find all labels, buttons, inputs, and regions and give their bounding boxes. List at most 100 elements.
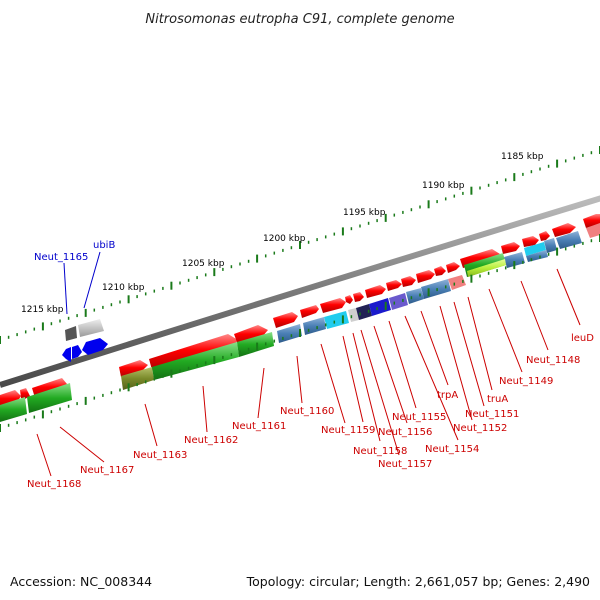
gene-labels: Neut_1165 ubiB leuD Neut_1148 Neut_1149 … (27, 240, 594, 490)
feature-leuD-a[interactable] (552, 223, 576, 237)
leader-neut-1149 (488, 288, 523, 373)
reverse-strand-features (62, 338, 108, 362)
scale-label-1190: 1190 kbp (422, 181, 465, 191)
gene-label-neut-1159[interactable]: Neut_1159 (321, 425, 375, 436)
feature-pink-1[interactable] (448, 275, 466, 290)
leader-neut-1155 (388, 320, 417, 409)
feature-neut-1163-a[interactable] (119, 360, 148, 377)
gene-label-neut-1167[interactable]: Neut_1167 (80, 465, 134, 476)
leader-neut-1148 (520, 280, 549, 351)
feature-neut-1155[interactable] (386, 280, 402, 291)
gene-label-neut-1157[interactable]: Neut_1157 (378, 459, 432, 470)
leader-neut-1157 (360, 329, 400, 456)
leader-neut-1151 (453, 301, 485, 407)
feature-neut-1154[interactable] (401, 276, 416, 287)
gene-label-neut-1155[interactable]: Neut_1155 (392, 412, 446, 423)
leader-neut-1160 (296, 355, 303, 404)
gene-label-neut-1158[interactable]: Neut_1158 (353, 446, 407, 457)
feature-neut-1165-c[interactable] (82, 338, 108, 355)
green-seg-2 (27, 383, 72, 413)
feature-neut-1160[interactable] (300, 305, 319, 318)
feature-neut-1161[interactable] (273, 312, 298, 328)
feature-leuD[interactable] (583, 214, 600, 228)
feature-blue-4[interactable] (406, 288, 424, 304)
gene-label-neut-1160[interactable]: Neut_1160 (280, 406, 334, 417)
gene-label-neut-1168[interactable]: Neut_1168 (27, 479, 81, 490)
feature-cyan-2[interactable] (524, 242, 546, 256)
feature-purple-1[interactable] (389, 293, 408, 310)
green-seg-3 (152, 342, 239, 380)
leader-neut-1165 (63, 262, 68, 315)
feature-neut-1163[interactable] (149, 334, 238, 370)
feature-neut-1159[interactable] (320, 298, 346, 313)
leader-neut-1156 (373, 325, 408, 424)
leader-neut-1167 (59, 426, 105, 463)
feature-blue-1[interactable] (277, 324, 302, 343)
feature-ubiB-dark[interactable] (65, 326, 77, 341)
feature-blue-8[interactable] (544, 238, 557, 253)
gene-label-neut-1163[interactable]: Neut_1163 (133, 450, 187, 461)
green-seg-4 (237, 332, 274, 357)
gene-label-neut-1156[interactable]: Neut_1156 (378, 427, 432, 438)
gene-label-neut-1162[interactable]: Neut_1162 (184, 435, 238, 446)
gene-label-ubiB[interactable]: ubiB (93, 240, 115, 251)
feature-neut-1149[interactable] (501, 242, 520, 254)
feature-blue-3[interactable] (369, 298, 391, 316)
feature-neut-1162[interactable] (234, 325, 268, 345)
gene-label-neut-1154[interactable]: Neut_1154 (425, 444, 479, 455)
leader-ubiB (83, 251, 101, 309)
leader-neut-1168 (36, 433, 52, 477)
feature-blue-9[interactable] (556, 231, 582, 249)
leader-neut-1162 (202, 385, 208, 433)
gene-label-neut-1148[interactable]: Neut_1148 (526, 355, 580, 366)
leader-neut-1152 (439, 305, 473, 421)
genome-backbone (0, 195, 600, 388)
scale-labels: 1185 kbp 1190 kbp 1195 kbp 1200 kbp 1205… (21, 152, 544, 315)
gene-label-trpA[interactable]: trpA (437, 390, 458, 401)
map-title: Nitrosomonas eutropha C91, complete geno… (145, 12, 454, 27)
gene-label-neut-1152[interactable]: Neut_1152 (453, 423, 507, 434)
leader-truA (467, 296, 493, 391)
feature-cyan-1[interactable] (324, 311, 349, 329)
feature-neut-1158[interactable] (345, 295, 353, 304)
leader-neut-1159 (342, 335, 364, 423)
feature-neut-1156[interactable] (365, 285, 386, 298)
feature-neut-1152[interactable] (434, 266, 446, 276)
feature-neut-1151[interactable] (446, 262, 460, 273)
scale-label-1215: 1215 kbp (21, 305, 64, 315)
feature-neut-1148[interactable] (522, 236, 539, 247)
leader-neut-1163 (144, 403, 158, 447)
leader-neut-1161 (257, 367, 265, 419)
feature-ubiB-grey[interactable] (78, 319, 104, 337)
feature-grey-1[interactable] (348, 308, 359, 322)
scale-label-1200: 1200 kbp (263, 234, 306, 244)
feature-blue-2[interactable] (303, 317, 326, 335)
feature-neut-1165-b[interactable] (72, 345, 82, 359)
feature-navy-1[interactable] (356, 304, 372, 320)
gene-label-neut-1165[interactable]: Neut_1165 (34, 252, 88, 263)
feature-small-2[interactable] (539, 231, 550, 241)
feature-neut-1157[interactable] (353, 292, 364, 302)
feature-blue-6[interactable] (504, 252, 525, 268)
leader-leuD (556, 268, 581, 326)
gene-label-neut-1151[interactable]: Neut_1151 (465, 409, 519, 420)
scale-label-1195: 1195 kbp (343, 208, 386, 218)
gene-label-neut-1161[interactable]: Neut_1161 (232, 421, 286, 432)
feature-neut-1165-a[interactable] (62, 347, 71, 362)
scale-label-1210: 1210 kbp (102, 283, 145, 293)
leader-trpA (420, 310, 449, 386)
gene-label-neut-1149[interactable]: Neut_1149 (499, 376, 553, 387)
summary-text: Topology: circular; Length: 2,661,057 bp… (246, 574, 590, 589)
accession-text: Accession: NC_008344 (10, 574, 153, 589)
gene-label-truA[interactable]: truA (487, 394, 508, 405)
leader-lines (36, 251, 581, 477)
inner-scale-ticks (0, 234, 600, 432)
feature-blue-5[interactable] (421, 279, 451, 299)
feature-trpA[interactable] (416, 270, 435, 283)
leader-neut-1154 (404, 315, 459, 441)
scale-ticks (0, 146, 600, 344)
feature-pink-2[interactable] (586, 223, 600, 238)
feature-small-1[interactable] (20, 388, 30, 399)
gene-label-leuD[interactable]: leuD (571, 333, 594, 344)
